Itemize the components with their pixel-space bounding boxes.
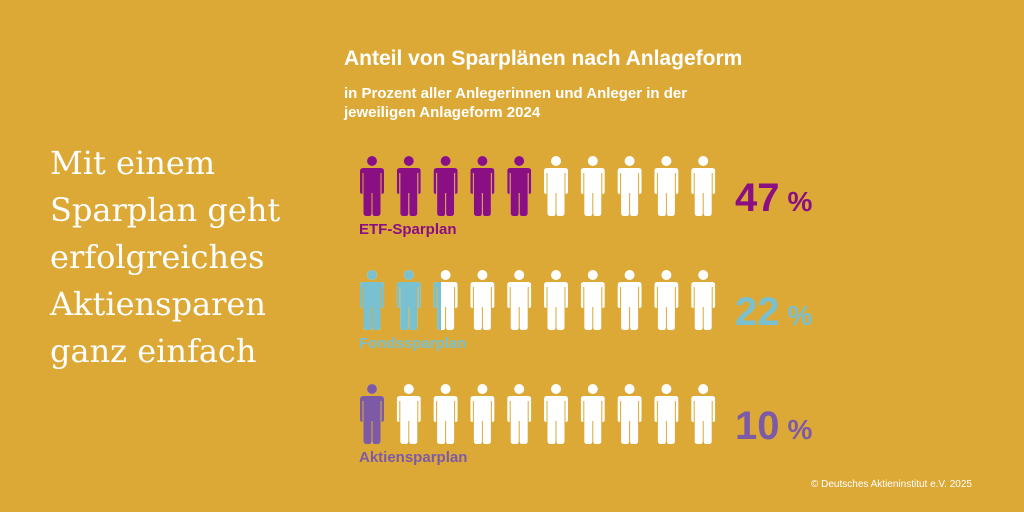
person-icon — [433, 384, 458, 444]
chart-title: Anteil von Sparplänen nach Anlageform — [344, 47, 743, 70]
person-icon-filled — [433, 156, 458, 216]
person-icon — [544, 270, 568, 330]
person-icon — [470, 384, 495, 444]
person-icon — [580, 270, 605, 330]
headline-line: erfolgreiches — [50, 238, 265, 276]
person-icon — [691, 270, 716, 330]
category-label: Fondssparplan — [359, 335, 467, 352]
value-label: 47% — [735, 176, 813, 220]
category-label: Aktiensparplan — [359, 449, 467, 466]
headline-line: Mit einem — [50, 144, 216, 182]
person-icon-filled — [470, 156, 495, 216]
chart-row: ETF-Sparplan 47% — [359, 156, 813, 238]
person-icon — [470, 270, 495, 330]
chart-row: Fondssparplan 22% — [359, 270, 813, 352]
person-icon — [691, 384, 716, 444]
person-icon — [507, 270, 532, 330]
person-icon-filled — [396, 270, 421, 330]
person-icon — [580, 156, 605, 216]
chart-subtitle-line: jeweiligen Anlageform 2024 — [344, 104, 541, 121]
copyright-notice: © Deutsches Aktieninstitut e.V. 2025 — [811, 479, 972, 490]
chart-rows: ETF-Sparplan 47 % Fondssparplan 22 % Aktienspa… — [359, 156, 813, 466]
person-icon-filled — [396, 156, 421, 216]
category-label: ETF-Sparplan — [359, 221, 457, 238]
person-icon — [396, 384, 421, 444]
person-icon — [507, 384, 532, 444]
person-icon — [544, 384, 568, 444]
headline: Mit einem Sparplan geht erfolgreiches Ak… — [50, 140, 330, 375]
person-icon-filled — [507, 156, 532, 216]
person-icon — [691, 156, 716, 216]
person-icon — [617, 270, 642, 330]
person-icon — [617, 384, 642, 444]
chart-subtitle-line: in Prozent aller Anlegerinnen und Anlege… — [344, 85, 688, 102]
headline-line: ganz einfach — [50, 332, 257, 370]
person-icon — [654, 384, 679, 444]
chart-row: Aktiensparplan 10% — [359, 384, 813, 466]
person-icon-filled — [360, 384, 384, 444]
person-icon — [580, 384, 605, 444]
value-label: 10% — [735, 404, 813, 448]
person-icon-filled — [360, 156, 384, 216]
headline-line: Sparplan geht — [50, 191, 281, 229]
chart-subtitle: in Prozent aller Anlegerinnen und Anlege… — [344, 84, 687, 122]
person-icon — [617, 156, 642, 216]
person-icon — [544, 156, 568, 216]
person-icon — [654, 270, 679, 330]
headline-line: Aktiensparen — [50, 285, 266, 323]
value-label: 22% — [735, 290, 813, 334]
person-icon-filled — [360, 270, 384, 330]
person-icon — [654, 156, 679, 216]
